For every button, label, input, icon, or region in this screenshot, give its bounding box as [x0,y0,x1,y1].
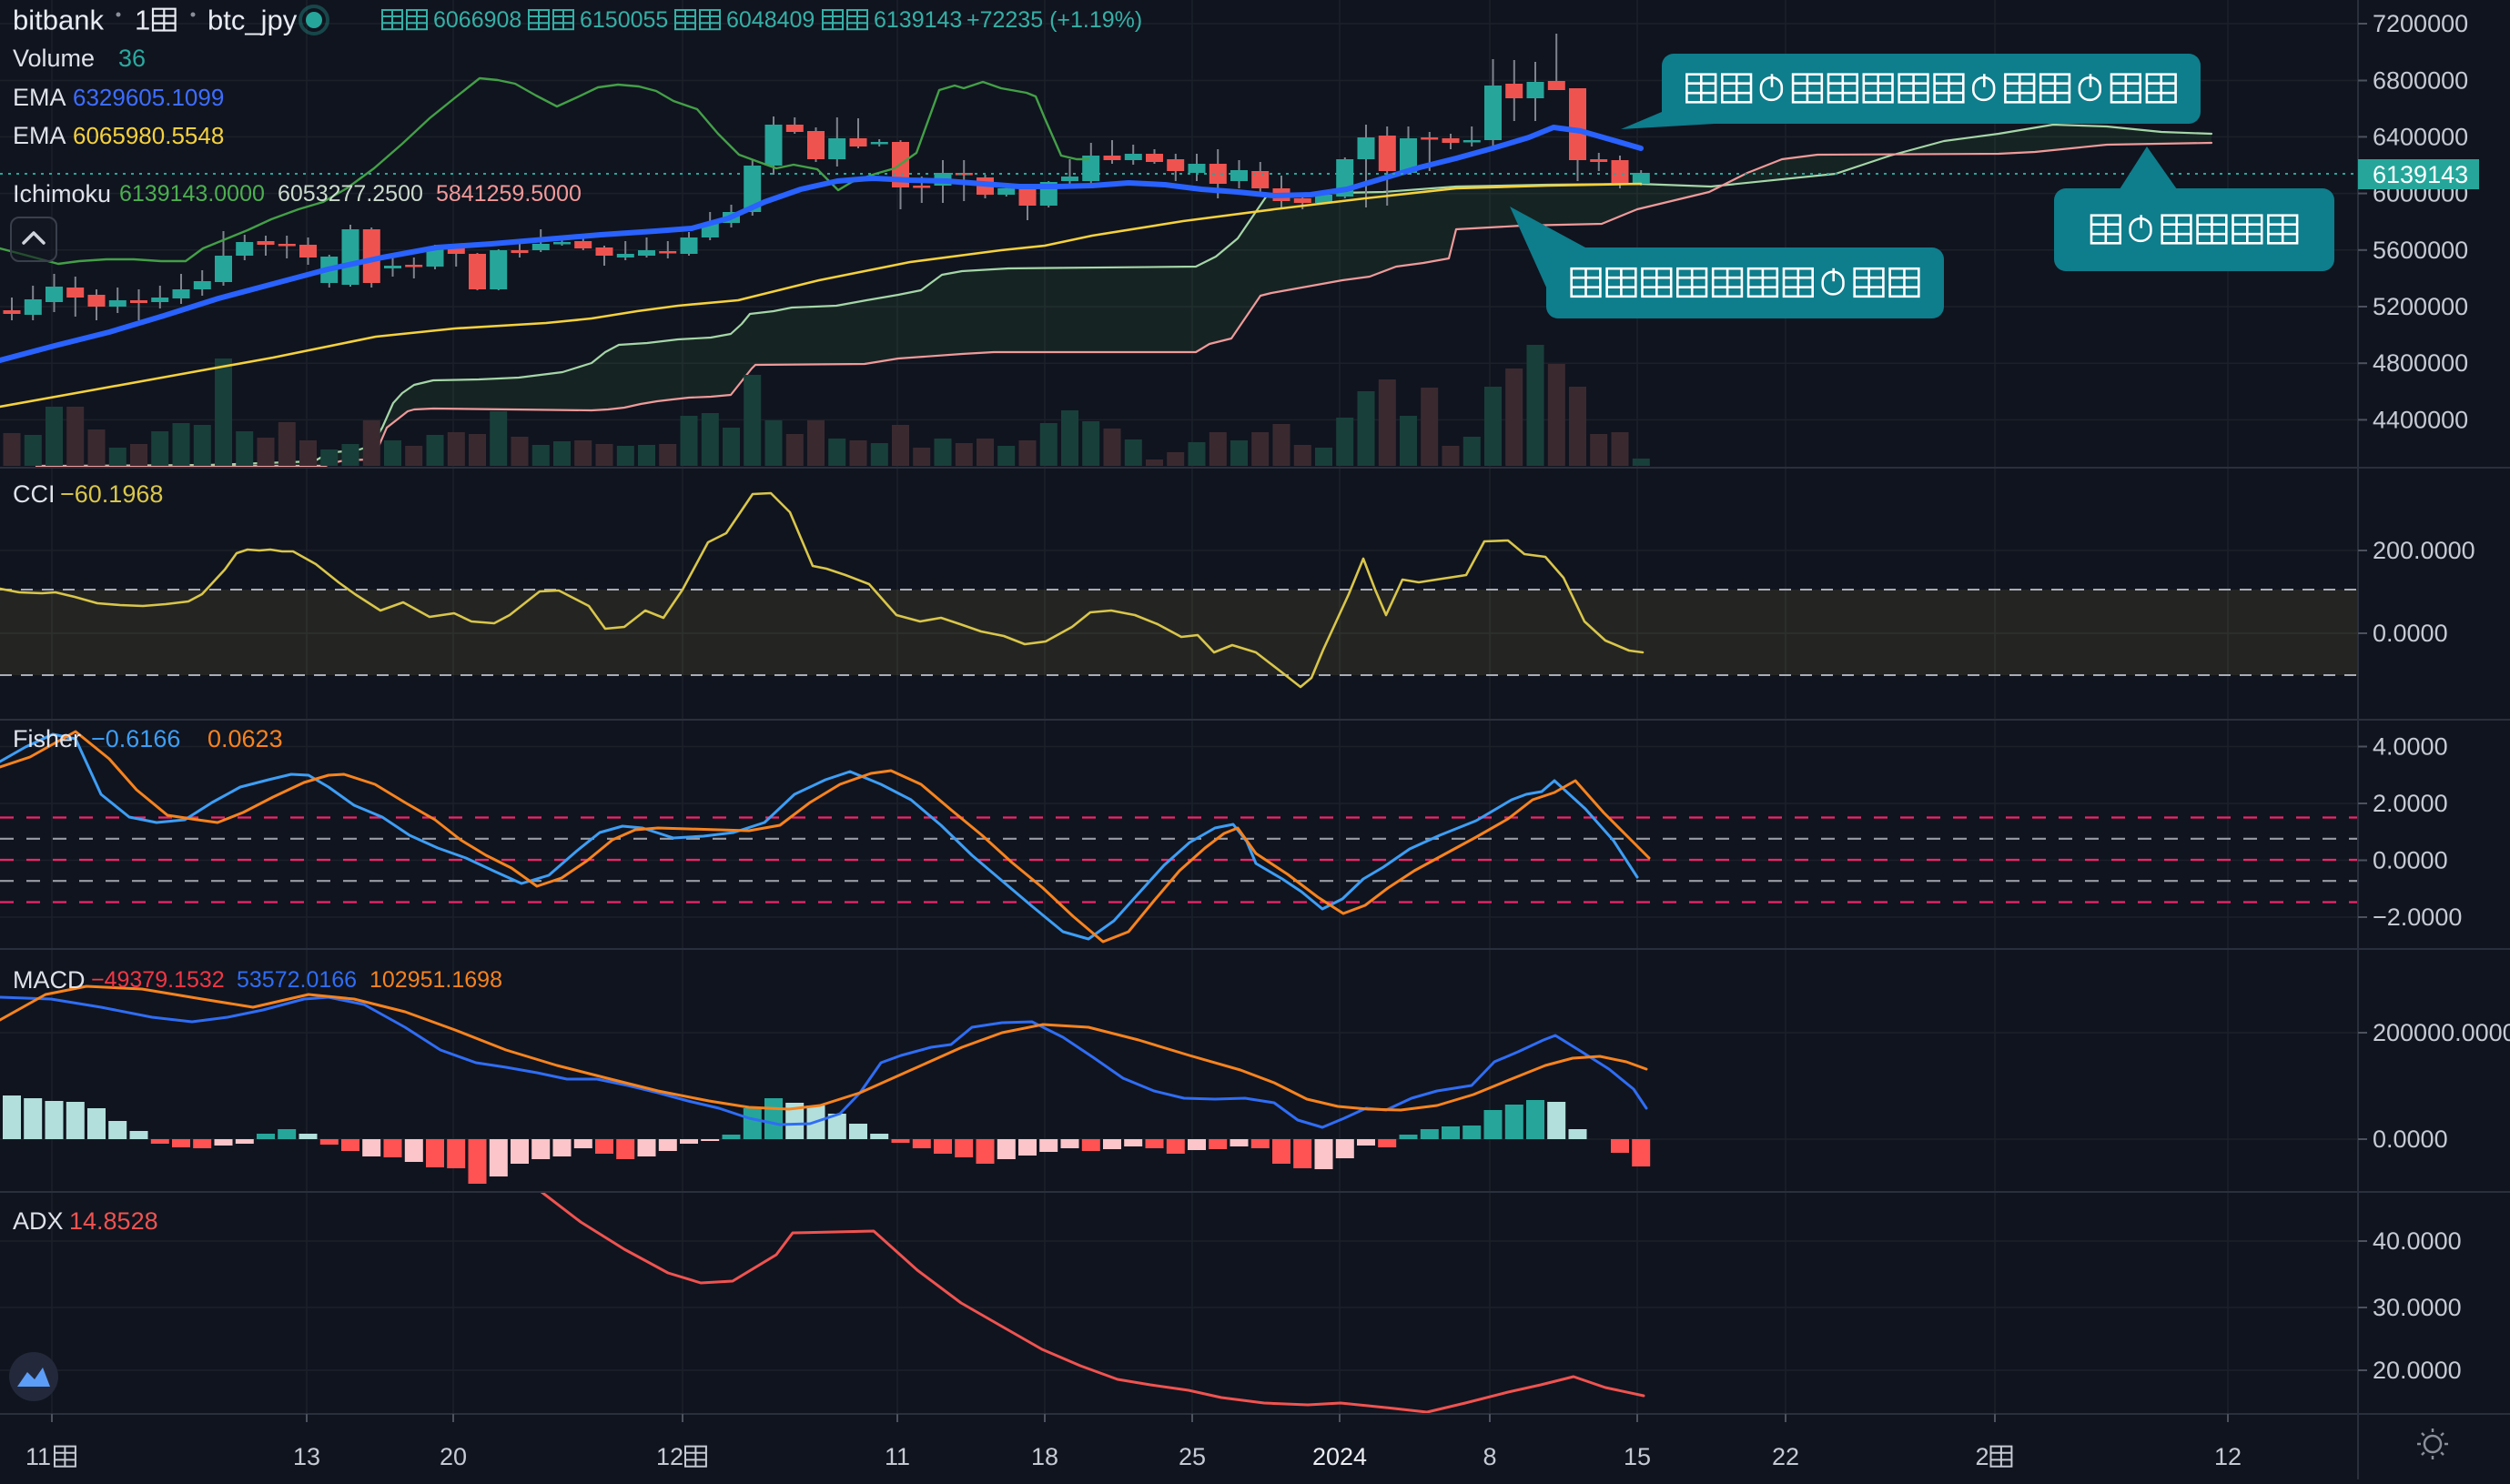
svg-text:ADX: ADX [13,1207,64,1235]
svg-text:6139143: 6139143 [2373,161,2468,188]
svg-text:11: 11 [885,1443,910,1470]
svg-text:4.0000: 4.0000 [2373,733,2448,761]
svg-text:0.0623: 0.0623 [207,725,283,752]
svg-text:Volume: Volume [13,45,95,72]
svg-text:6066908: 6066908 [433,7,521,33]
svg-text:MACD: MACD [13,966,86,994]
svg-text:11: 11 [25,1443,51,1470]
svg-text:5200000: 5200000 [2373,293,2468,320]
svg-text:btc_jpy: btc_jpy [207,5,298,36]
svg-text:22: 22 [1772,1443,1799,1470]
svg-text:15: 15 [1624,1443,1651,1470]
svg-text:6048409: 6048409 [726,7,815,33]
svg-text:Ichimoku: Ichimoku [13,180,111,207]
svg-text:2.0000: 2.0000 [2373,790,2448,817]
svg-text:4800000: 4800000 [2373,349,2468,377]
svg-text:30.0000: 30.0000 [2373,1294,2462,1321]
svg-text:12: 12 [656,1443,683,1470]
svg-text:25: 25 [1179,1443,1206,1470]
svg-text:6800000: 6800000 [2373,67,2468,95]
svg-text:1: 1 [135,5,150,36]
svg-text:0.0000: 0.0000 [2373,847,2448,874]
svg-text:Fisher: Fisher [13,725,81,752]
svg-text:18: 18 [1031,1443,1058,1470]
svg-text:4400000: 4400000 [2373,406,2468,433]
svg-text:36: 36 [118,45,146,72]
svg-text:6400000: 6400000 [2373,123,2468,150]
svg-text:EMA: EMA [13,122,66,149]
svg-text:CCI: CCI [13,480,56,508]
svg-text:−2.0000: −2.0000 [2373,904,2462,931]
svg-text:8: 8 [1483,1443,1496,1470]
svg-text:5841259.5000: 5841259.5000 [436,181,582,207]
svg-text:6065980.5548: 6065980.5548 [73,122,224,149]
svg-text:−60.1968: −60.1968 [60,480,163,508]
svg-text:6139143.0000: 6139143.0000 [119,181,265,207]
svg-text:40.0000: 40.0000 [2373,1227,2462,1255]
svg-text:+72235 (+1.19%): +72235 (+1.19%) [967,7,1142,33]
svg-text:102951.1698: 102951.1698 [369,967,502,993]
svg-text:200000.0000: 200000.0000 [2373,1019,2510,1046]
svg-text:12: 12 [2214,1443,2242,1470]
svg-text:2: 2 [1976,1443,1989,1470]
svg-text:20.0000: 20.0000 [2373,1357,2462,1384]
svg-text:6053277.2500: 6053277.2500 [278,181,423,207]
svg-text:EMA: EMA [13,84,66,111]
svg-text:6139143: 6139143 [874,7,962,33]
svg-text:bitbank: bitbank [13,5,104,36]
svg-text:−49379.1532: −49379.1532 [91,967,225,993]
svg-text:20: 20 [440,1443,467,1470]
svg-text:5600000: 5600000 [2373,237,2468,264]
svg-text:53572.0166: 53572.0166 [237,967,357,993]
svg-text:0.0000: 0.0000 [2373,620,2448,647]
svg-text:0.0000: 0.0000 [2373,1126,2448,1153]
svg-text:6329605.1099: 6329605.1099 [73,84,224,111]
svg-text:14.8528: 14.8528 [69,1207,158,1235]
svg-text:7200000: 7200000 [2373,10,2468,37]
svg-text:−0.6166: −0.6166 [91,725,180,752]
svg-text:200.0000: 200.0000 [2373,537,2475,564]
svg-text:2024: 2024 [1312,1443,1367,1470]
svg-text:6150055: 6150055 [580,7,668,33]
svg-text:13: 13 [293,1443,320,1470]
